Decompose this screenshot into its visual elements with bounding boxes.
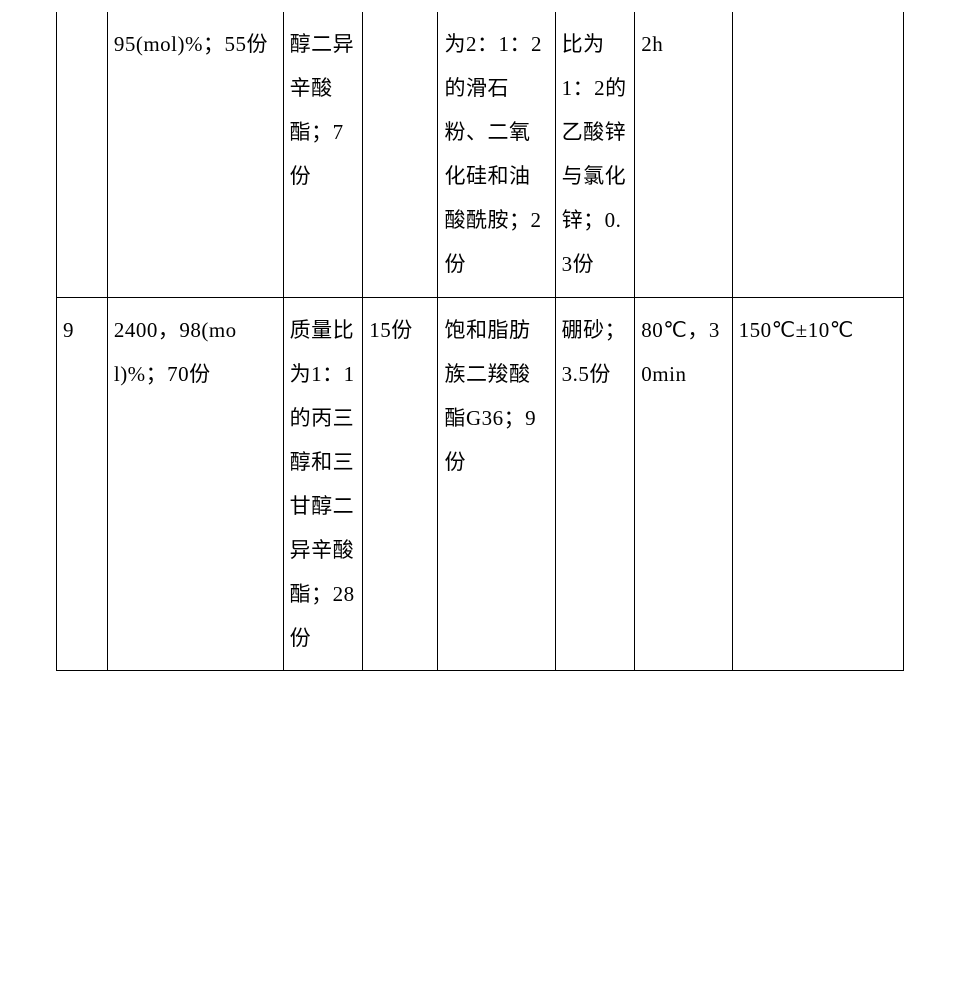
- cell: 为2：1：2的滑石粉、二氧化硅和油酸酰胺；2份: [438, 12, 555, 297]
- cell: 9: [57, 297, 108, 671]
- cell: 15份: [363, 297, 438, 671]
- table-row: 9 2400，98(mol)%；70份 质量比为1：1的丙三醇和三甘醇二异辛酸酯…: [57, 297, 904, 671]
- cell: 硼砂；3.5份: [555, 297, 635, 671]
- cell: 比为1：2的乙酸锌与氯化锌；0.3份: [555, 12, 635, 297]
- cell: 150℃±10℃: [732, 297, 903, 671]
- table-body: 95(mol)%；55份 醇二异辛酸酯；7份 为2：1：2的滑石粉、二氧化硅和油…: [57, 12, 904, 671]
- cell: 饱和脂肪族二羧酸酯G36；9份: [438, 297, 555, 671]
- cell: 95(mol)%；55份: [107, 12, 283, 297]
- cell: 质量比为1：1的丙三醇和三甘醇二异辛酸酯；28份: [283, 297, 363, 671]
- table-row: 95(mol)%；55份 醇二异辛酸酯；7份 为2：1：2的滑石粉、二氧化硅和油…: [57, 12, 904, 297]
- cell: 2400，98(mol)%；70份: [107, 297, 283, 671]
- cell: [57, 12, 108, 297]
- cell: 80℃，30min: [635, 297, 732, 671]
- cell: [363, 12, 438, 297]
- cell: [732, 12, 903, 297]
- cell: 醇二异辛酸酯；7份: [283, 12, 363, 297]
- data-table: 95(mol)%；55份 醇二异辛酸酯；7份 为2：1：2的滑石粉、二氧化硅和油…: [56, 12, 904, 671]
- cell: 2h: [635, 12, 732, 297]
